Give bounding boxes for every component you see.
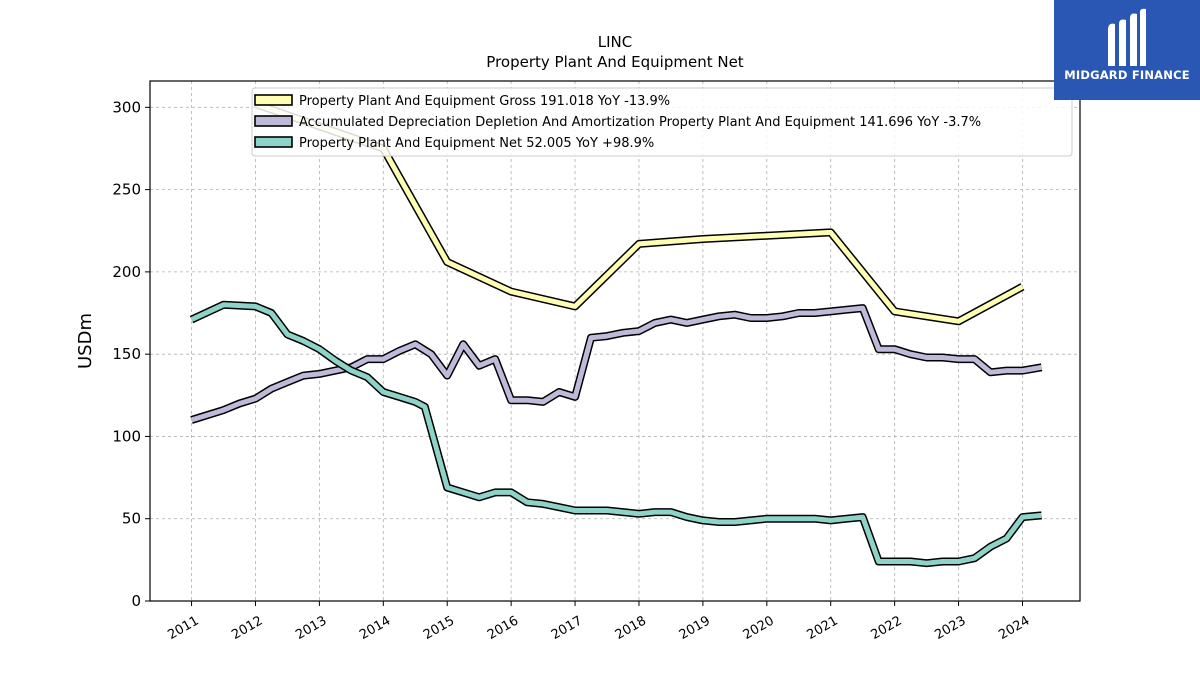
legend-label-1: Property Plant And Equipment Gross 191.0… bbox=[299, 94, 670, 109]
chart-title: LINC bbox=[598, 33, 632, 51]
x-tick-label: 2019 bbox=[677, 613, 713, 643]
series-line-3 bbox=[190, 302, 1042, 566]
y-tick-label: 200 bbox=[112, 263, 141, 281]
y-tick-label: 250 bbox=[112, 181, 141, 199]
x-tick-label: 2011 bbox=[165, 613, 201, 643]
y-tick-label: 300 bbox=[112, 98, 141, 116]
x-tick-label: 2015 bbox=[421, 613, 457, 643]
x-tick-label: 2012 bbox=[229, 613, 265, 643]
midgard-finance-logo: MIDGARD FINANCE bbox=[1054, 0, 1200, 100]
legend-swatch-3 bbox=[254, 136, 293, 148]
series-lines bbox=[189, 100, 1043, 568]
y-axis-label: USDm bbox=[75, 313, 96, 369]
midgard-m-logo-icon bbox=[1108, 8, 1146, 67]
legend-swatch-1 bbox=[254, 94, 293, 106]
x-tick-label: 2023 bbox=[932, 613, 968, 643]
series-line-outline-3 bbox=[189, 300, 1042, 568]
y-tick-label: 100 bbox=[112, 427, 141, 445]
x-tick-label: 2024 bbox=[996, 613, 1032, 643]
x-tick-label: 2016 bbox=[485, 613, 521, 643]
y-tick-label: 0 bbox=[131, 592, 141, 610]
x-tick-label: 2020 bbox=[741, 613, 777, 643]
y-tick-label: 150 bbox=[112, 345, 141, 363]
x-tick-label: 2022 bbox=[868, 613, 904, 643]
legend-box bbox=[251, 87, 1073, 157]
legend-label-3: Property Plant And Equipment Net 52.005 … bbox=[299, 136, 654, 151]
chart-subtitle: Property Plant And Equipment Net bbox=[486, 53, 743, 71]
legend: Property Plant And Equipment Gross 191.0… bbox=[251, 87, 1073, 157]
legend-swatch-2 bbox=[254, 115, 293, 127]
x-tick-label: 2018 bbox=[613, 613, 649, 643]
legend-label-2: Accumulated Depreciation Depletion And A… bbox=[299, 115, 981, 130]
grid-lines bbox=[150, 81, 1080, 602]
x-tick-label: 2014 bbox=[357, 613, 393, 643]
x-tick-label: 2017 bbox=[549, 613, 585, 643]
plot-area-frame bbox=[149, 80, 1081, 602]
x-tick-label: 2013 bbox=[293, 613, 329, 643]
y-tick-label: 50 bbox=[122, 510, 141, 528]
x-tick-label: 2021 bbox=[805, 613, 841, 643]
series-line-1 bbox=[254, 101, 1024, 324]
logo-text: MIDGARD FINANCE bbox=[1064, 68, 1190, 82]
